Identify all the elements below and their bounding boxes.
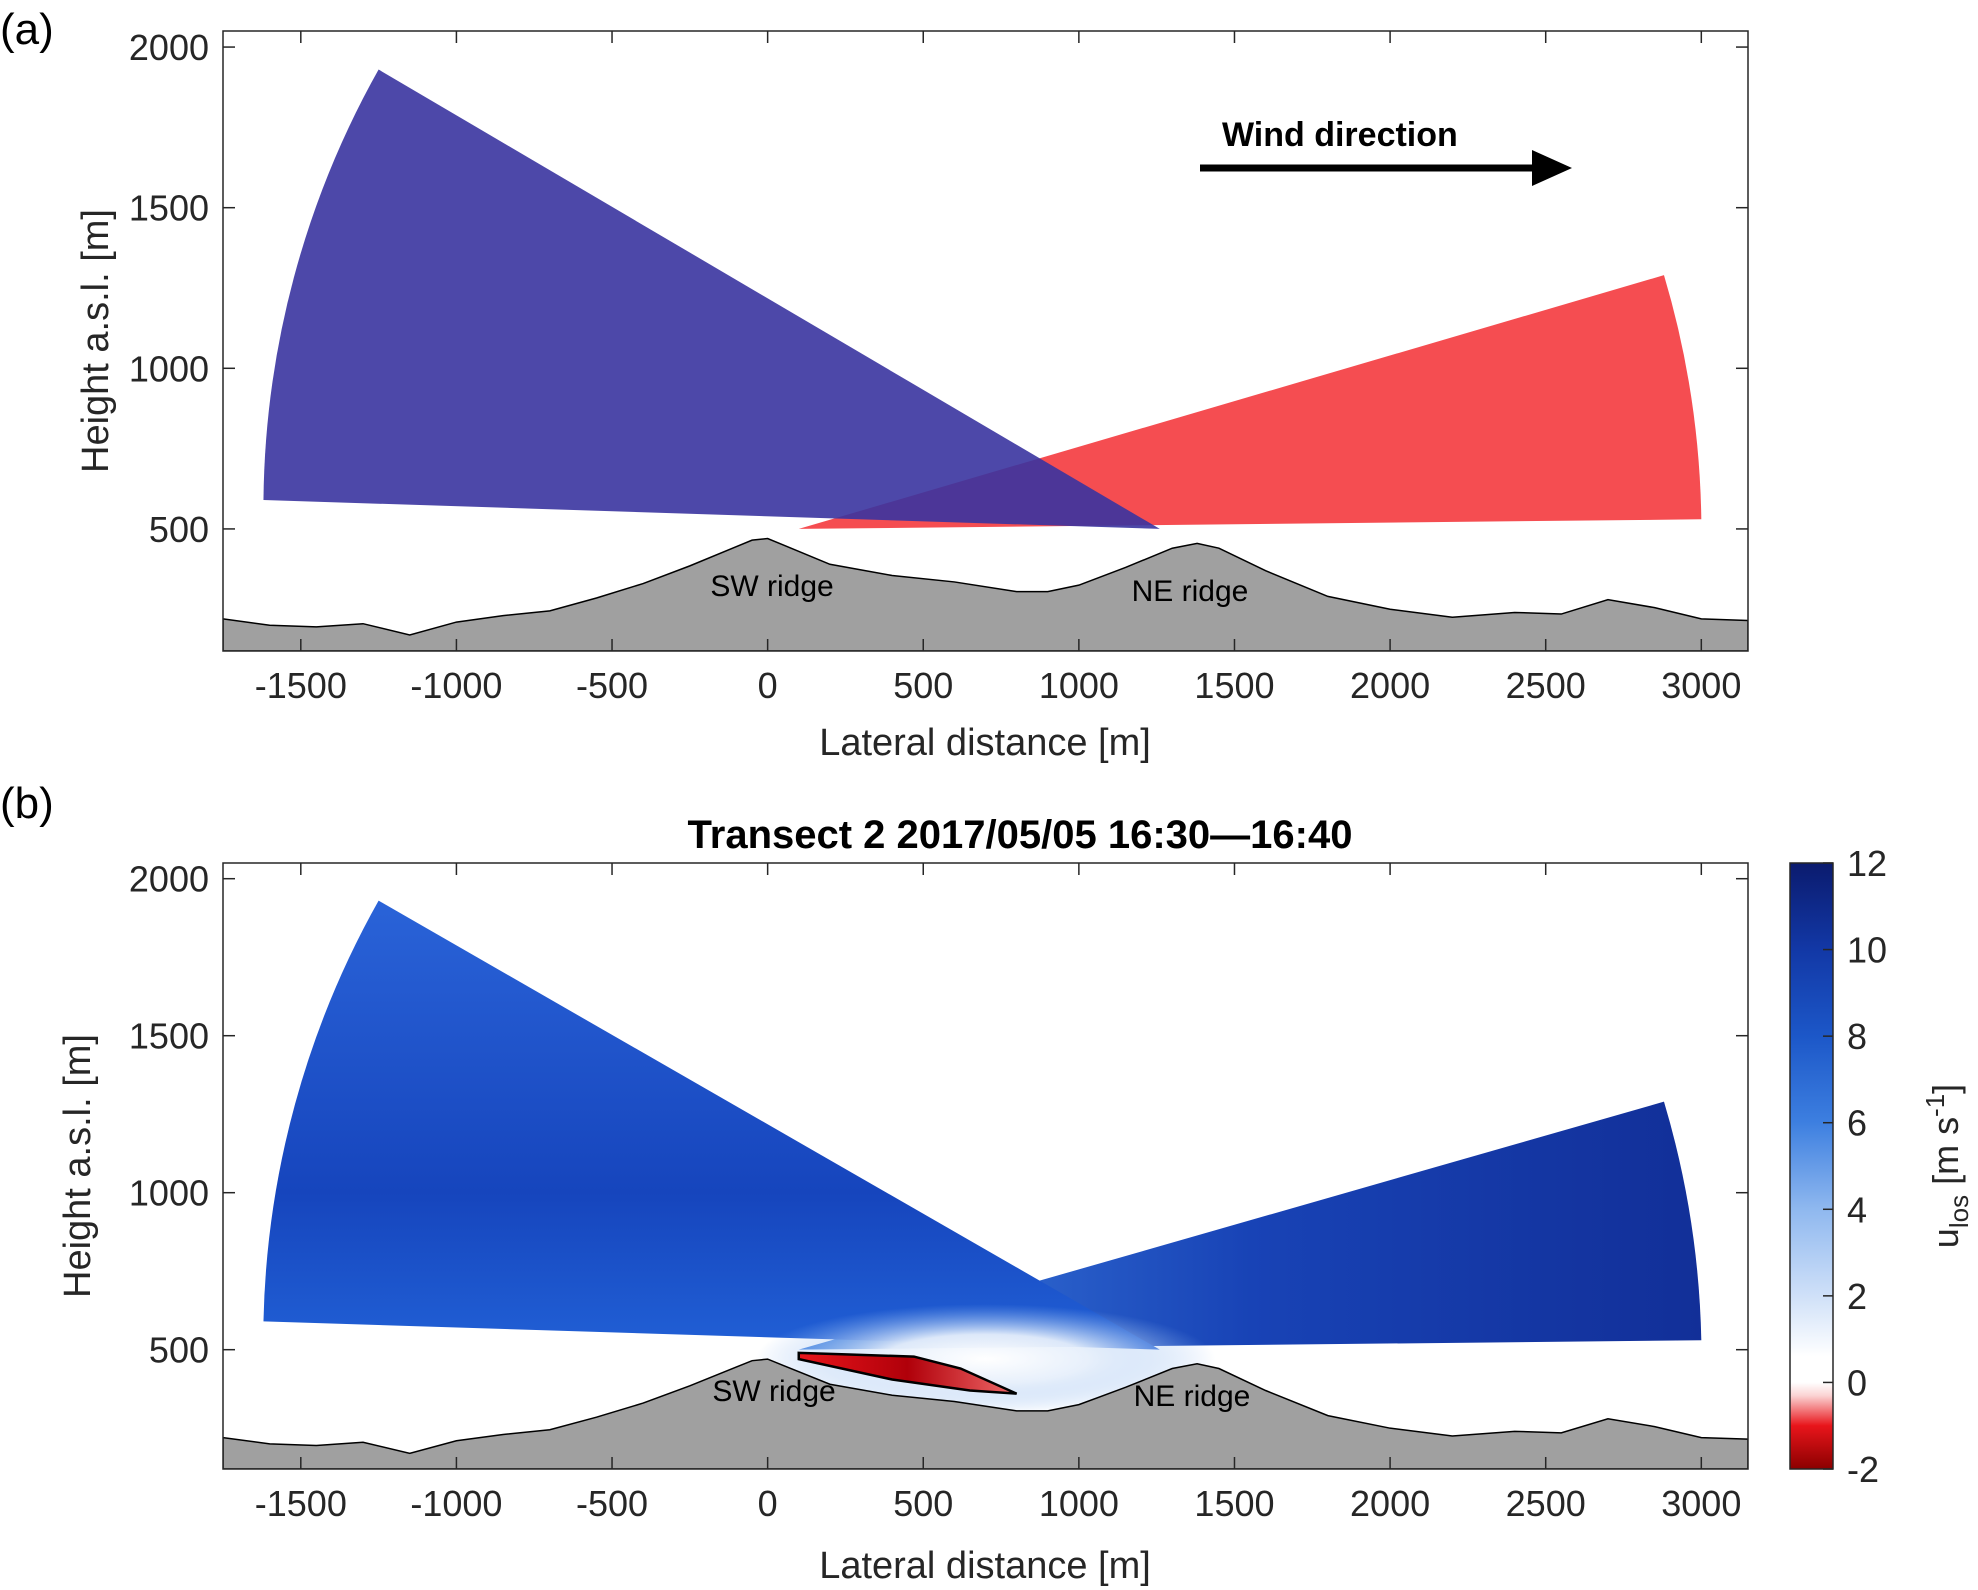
- panel-b-ne-ridge-label: NE ridge: [1134, 1380, 1251, 1413]
- panel-b-x-axis-label: Lateral distance [m]: [819, 1545, 1151, 1587]
- b-x-tick-label: 3000: [1661, 1483, 1741, 1524]
- b-x-tick-label: 1000: [1039, 1483, 1119, 1524]
- colorbar-tick-label: 10: [1847, 930, 1887, 971]
- b-y-tick-label: 2000: [129, 859, 209, 900]
- colorbar-tick-label: 8: [1847, 1016, 1867, 1057]
- panel-a-y-axis-label: Height a.s.l. [m]: [75, 209, 117, 473]
- a-x-tick-label: 2500: [1506, 665, 1586, 706]
- low-speed-region: [755, 1304, 1216, 1415]
- colorbar-bar: [1789, 862, 1834, 1470]
- a-x-tick-label: 1500: [1194, 665, 1274, 706]
- panel-b-plot-area: [223, 900, 1748, 1469]
- panel-b-axes-frame: [222, 862, 1749, 1470]
- colorbar-label: ulos [m s-1]: [1920, 1084, 1974, 1248]
- sw-scan-sector-velocity: [263, 900, 1160, 1350]
- colorbar: 12 10 8 6 4 2 0 -2 ulos [m s-1]: [1789, 843, 1974, 1490]
- wind-direction-annotation: Wind direction: [1200, 116, 1572, 186]
- a-x-tick-label: -500: [576, 665, 648, 706]
- colorbar-tick-label: -2: [1847, 1449, 1879, 1490]
- a-x-tick-label: 2000: [1350, 665, 1430, 706]
- panel-b-y-axis-label: Height a.s.l. [m]: [57, 1034, 99, 1298]
- a-x-tick-label: 0: [758, 665, 778, 706]
- panel-a-y-ticks: 500 1000 1500 2000: [129, 27, 1748, 550]
- b-x-tick-label: -1000: [410, 1483, 502, 1524]
- panel-a-terrain: [223, 537, 1748, 651]
- wind-arrow-head-icon: [1532, 150, 1572, 186]
- a-x-tick-label: -1000: [410, 665, 502, 706]
- colorbar-ticks: 12 10 8 6 4 2 0 -2: [1823, 843, 1887, 1490]
- panel-a: (a) -1500 -1000 -500 0 500 1000 1500 2000 2500 30…: [0, 5, 1749, 764]
- b-x-tick-label: 2000: [1350, 1483, 1430, 1524]
- b-x-tick-label: 1500: [1194, 1483, 1274, 1524]
- b-x-tick-label: 0: [758, 1483, 778, 1524]
- panel-b-x-ticks: -1500 -1000 -500 0 500 1000 1500 2000 2500 3000: [255, 863, 1741, 1524]
- a-x-tick-label: 3000: [1661, 665, 1741, 706]
- colorbar-tick-label: 2: [1847, 1276, 1867, 1317]
- panel-a-plot-area: [223, 69, 1748, 651]
- panel-a-sw-ridge-label: SW ridge: [710, 570, 833, 603]
- panel-a-x-ticks: -1500 -1000 -500 0 500 1000 1500 2000 2500 3000: [255, 31, 1741, 706]
- a-x-tick-label: -1500: [255, 665, 347, 706]
- reverse-flow-region: [797, 1351, 1018, 1395]
- a-y-tick-label: 1000: [129, 348, 209, 389]
- b-y-tick-label: 1000: [129, 1173, 209, 1214]
- wind-direction-label: Wind direction: [1222, 116, 1458, 154]
- panel-b-sw-ridge-label: SW ridge: [712, 1375, 835, 1408]
- b-x-tick-label: 500: [893, 1483, 953, 1524]
- panel-a-axes-frame: [222, 30, 1749, 652]
- colorbar-tick-label: 6: [1847, 1103, 1867, 1144]
- colorbar-tick-label: 12: [1847, 843, 1887, 884]
- panel-a-label: (a): [0, 5, 54, 54]
- a-x-tick-label: 500: [893, 665, 953, 706]
- a-y-tick-label: 2000: [129, 27, 209, 68]
- b-x-tick-label: -500: [576, 1483, 648, 1524]
- panel-a-x-axis-label: Lateral distance [m]: [819, 722, 1151, 764]
- a-x-tick-label: 1000: [1039, 665, 1119, 706]
- sw-scan-sector: [263, 69, 1160, 529]
- panel-b-y-ticks: 500 1000 1500 2000: [129, 859, 1748, 1371]
- b-y-tick-label: 500: [149, 1330, 209, 1371]
- panel-b-label: (b): [0, 779, 54, 828]
- b-y-tick-label: 1500: [129, 1016, 209, 1057]
- panel-a-ne-ridge-label: NE ridge: [1132, 575, 1249, 608]
- colorbar-tick-label: 0: [1847, 1362, 1867, 1403]
- a-y-tick-label: 500: [149, 509, 209, 550]
- panel-b: (b) Transect 2 2017/05/05 16:30—16:40 -1…: [0, 779, 1974, 1587]
- b-x-tick-label: -1500: [255, 1483, 347, 1524]
- panel-b-terrain: [223, 1358, 1748, 1469]
- a-y-tick-label: 1500: [129, 188, 209, 229]
- b-x-tick-label: 2500: [1506, 1483, 1586, 1524]
- panel-b-title: Transect 2 2017/05/05 16:30—16:40: [688, 813, 1353, 857]
- colorbar-tick-label: 4: [1847, 1189, 1867, 1230]
